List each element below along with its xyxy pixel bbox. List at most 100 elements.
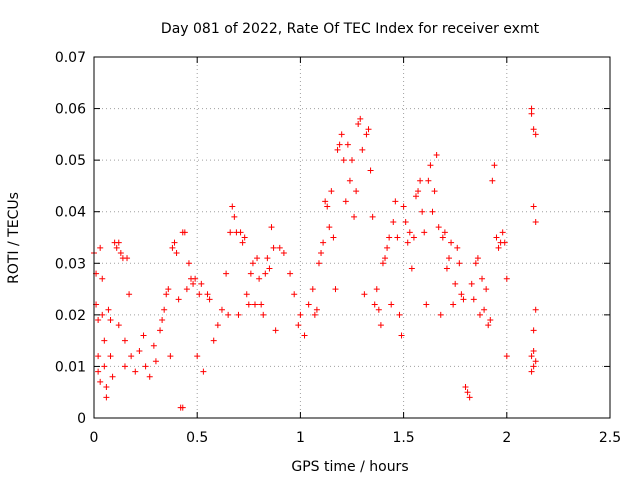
data-point bbox=[266, 265, 273, 272]
data-point bbox=[258, 301, 265, 308]
data-point bbox=[528, 353, 535, 360]
x-tick-label: 0.5 bbox=[186, 430, 208, 446]
data-point bbox=[435, 224, 442, 231]
y-tick-label: 0 bbox=[77, 411, 86, 427]
data-point bbox=[400, 203, 407, 210]
y-tick-labels: 0 0.01 0.02 0.03 0.04 0.05 0.06 0.07 bbox=[55, 50, 86, 427]
data-point bbox=[464, 389, 471, 396]
data-point bbox=[382, 255, 389, 262]
data-point bbox=[443, 265, 450, 272]
data-point bbox=[406, 229, 413, 236]
data-point bbox=[431, 188, 438, 195]
data-point bbox=[121, 363, 128, 370]
data-point bbox=[309, 286, 316, 293]
data-point bbox=[448, 239, 455, 246]
data-point bbox=[532, 358, 539, 365]
data-point bbox=[386, 234, 393, 241]
data-point bbox=[470, 296, 477, 303]
data-point bbox=[417, 177, 424, 184]
y-tick-label: 0.07 bbox=[55, 50, 86, 66]
data-point bbox=[225, 311, 232, 318]
data-point bbox=[462, 384, 469, 391]
data-point bbox=[101, 363, 108, 370]
data-point bbox=[495, 244, 502, 251]
data-point bbox=[235, 311, 242, 318]
data-point bbox=[499, 229, 506, 236]
data-point bbox=[388, 301, 395, 308]
x-tick-label: 1 bbox=[296, 430, 305, 446]
data-point bbox=[419, 208, 426, 215]
data-point bbox=[251, 301, 258, 308]
data-point bbox=[115, 322, 122, 329]
data-point bbox=[384, 244, 391, 251]
data-point bbox=[349, 157, 355, 164]
y-tick-label: 0.02 bbox=[55, 308, 86, 324]
data-point bbox=[446, 255, 453, 262]
data-point bbox=[190, 280, 197, 287]
data-point bbox=[375, 306, 382, 313]
data-point bbox=[398, 332, 405, 339]
data-point bbox=[528, 105, 535, 112]
data-point bbox=[229, 203, 236, 210]
data-point bbox=[441, 229, 448, 236]
data-point bbox=[439, 234, 446, 241]
data-point bbox=[150, 342, 157, 349]
data-point bbox=[404, 239, 411, 246]
data-point bbox=[328, 188, 335, 195]
data-point bbox=[530, 126, 537, 133]
data-point bbox=[423, 301, 430, 308]
data-point bbox=[450, 301, 457, 308]
data-point bbox=[305, 301, 312, 308]
data-point bbox=[532, 219, 539, 226]
data-point bbox=[161, 306, 168, 313]
data-point bbox=[503, 353, 510, 360]
y-axis-label: ROTI / TECUs bbox=[6, 192, 22, 284]
data-point bbox=[532, 131, 539, 138]
data-point bbox=[249, 260, 256, 267]
data-point bbox=[371, 301, 378, 308]
data-point bbox=[369, 213, 376, 220]
data-point bbox=[295, 322, 302, 329]
data-point bbox=[315, 260, 322, 267]
data-point bbox=[268, 224, 275, 231]
data-point bbox=[373, 286, 380, 293]
data-point bbox=[113, 244, 120, 251]
data-point bbox=[97, 244, 104, 251]
data-point bbox=[146, 373, 153, 380]
data-point bbox=[390, 219, 397, 226]
data-point bbox=[196, 291, 203, 298]
data-point bbox=[171, 239, 178, 246]
data-point bbox=[270, 244, 277, 251]
data-point bbox=[107, 353, 114, 360]
x-tick-label: 0 bbox=[90, 430, 99, 446]
data-point bbox=[200, 368, 207, 375]
data-point bbox=[192, 275, 199, 282]
data-point bbox=[377, 322, 384, 329]
data-point bbox=[326, 224, 333, 231]
data-point bbox=[468, 280, 475, 287]
data-point bbox=[132, 368, 139, 375]
data-point bbox=[181, 229, 188, 236]
data-point bbox=[476, 311, 483, 318]
y-tick-label: 0.06 bbox=[55, 102, 86, 118]
data-point bbox=[99, 275, 106, 282]
data-point bbox=[528, 110, 535, 117]
data-point bbox=[297, 311, 304, 318]
chart-title: Day 081 of 2022, Rate Of TEC Index for r… bbox=[161, 21, 540, 37]
data-point bbox=[204, 291, 211, 298]
y-tick-label: 0.03 bbox=[55, 256, 86, 272]
x-tick-labels: 0 0.5 1 1.5 2 2.5 bbox=[90, 430, 622, 446]
data-point bbox=[394, 234, 401, 241]
data-point bbox=[318, 249, 325, 256]
data-point bbox=[361, 291, 368, 298]
data-point bbox=[530, 203, 537, 210]
data-point bbox=[485, 322, 492, 329]
data-point bbox=[103, 384, 110, 391]
data-point bbox=[427, 162, 434, 169]
data-point bbox=[280, 249, 287, 256]
data-point bbox=[105, 306, 112, 313]
x-axis-label: GPS time / hours bbox=[291, 459, 408, 475]
data-point bbox=[437, 311, 444, 318]
data-point bbox=[530, 363, 537, 370]
